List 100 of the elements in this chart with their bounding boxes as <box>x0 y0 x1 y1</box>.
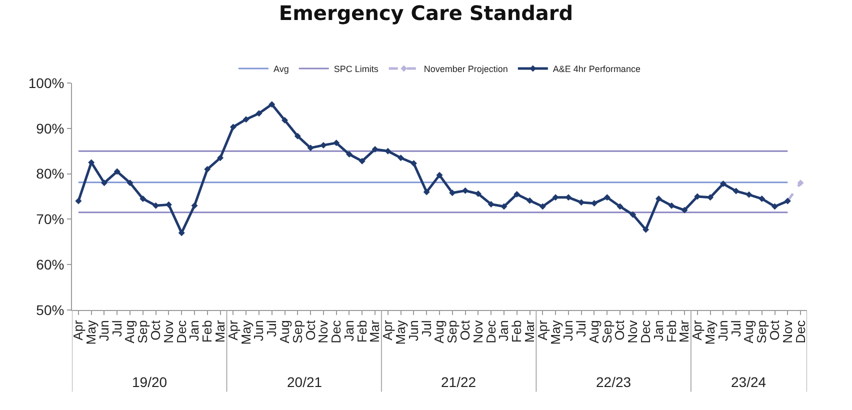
x-tick-label: May <box>702 320 718 345</box>
point <box>333 140 340 146</box>
x-tick-label: Dec <box>174 320 189 344</box>
point <box>320 142 327 148</box>
point <box>552 194 559 201</box>
point <box>565 194 572 201</box>
x-tick-label: Mar <box>212 320 228 343</box>
point <box>797 180 804 186</box>
legend-label: SPC Limits <box>334 64 379 74</box>
x-tick-label: Jul <box>109 320 124 337</box>
point <box>294 132 301 140</box>
y-tick-label: 70% <box>36 211 64 228</box>
y-tick-label: 60% <box>36 256 64 272</box>
x-tick-label: Feb <box>200 320 215 343</box>
point <box>191 202 198 209</box>
point <box>398 154 404 162</box>
text: 23/24 <box>731 374 766 390</box>
legend-label: November Projection <box>424 64 508 74</box>
legend-label: A&E 4hr Performance <box>552 64 640 74</box>
x-tick-label: Jul <box>728 320 744 337</box>
point <box>282 116 288 124</box>
text: 20/21 <box>287 374 322 390</box>
point <box>500 203 508 210</box>
y-tick-label: 90% <box>36 120 64 136</box>
point <box>539 203 546 210</box>
point <box>242 116 250 123</box>
x-tick-label: May <box>84 320 99 345</box>
point <box>630 211 636 218</box>
point <box>114 168 120 175</box>
point <box>720 180 726 188</box>
point <box>204 166 211 173</box>
point <box>75 198 82 204</box>
point <box>346 151 352 158</box>
x-tick-label: Nov <box>625 320 640 344</box>
y-tick-label: 100% <box>28 74 64 91</box>
x-tick-label: Apr <box>70 320 86 340</box>
point <box>707 194 714 201</box>
point <box>655 196 662 202</box>
point <box>746 191 752 198</box>
x-tick-label: Mar <box>676 320 692 343</box>
x-tick-label: Oct <box>302 320 318 340</box>
x-tick-label: May <box>238 320 254 345</box>
point <box>681 206 688 214</box>
point <box>88 159 95 166</box>
x-tick-label: Feb <box>354 320 370 343</box>
x-tick-label: Jul <box>264 320 280 337</box>
point <box>100 180 108 186</box>
x-tick-label: Dec <box>638 320 654 344</box>
point <box>758 196 766 202</box>
text: 19/20 <box>132 374 168 390</box>
x-tick-label: Jan <box>341 320 356 342</box>
x-tick-label: Aug <box>741 320 756 344</box>
x-tick-label: Aug <box>432 320 447 344</box>
point <box>384 148 392 154</box>
point <box>436 172 443 178</box>
x-tick-label: Feb <box>509 320 524 343</box>
point <box>268 101 276 108</box>
x-tick-label: Jan <box>650 320 666 342</box>
x-tick-label: Apr <box>225 320 240 340</box>
y-tick-label: 50% <box>36 302 64 318</box>
point <box>526 197 534 204</box>
x-tick-label: Apr <box>380 320 396 340</box>
x-tick-label: Dec <box>483 320 498 344</box>
point <box>152 202 160 209</box>
point <box>178 230 185 236</box>
x-tick-label: Jul <box>418 320 434 337</box>
x-tick-label: Feb <box>664 320 679 343</box>
x-tick-label: Nov <box>780 320 795 344</box>
point <box>410 160 417 167</box>
point <box>578 199 585 206</box>
point <box>140 196 146 202</box>
x-tick-label: Jul <box>574 320 589 337</box>
x-tick-label: Mar <box>522 320 537 343</box>
legend-label: Avg <box>274 64 289 74</box>
x-tick-label: May <box>393 320 408 345</box>
point <box>423 188 430 196</box>
point <box>462 187 469 194</box>
x-tick-label: Mar <box>367 320 382 343</box>
text: 21/22 <box>441 374 476 390</box>
x-tick-label: May <box>548 320 563 345</box>
point <box>474 190 482 198</box>
point <box>514 190 520 198</box>
x-tick-label: Oct <box>458 320 473 340</box>
text: 22/23 <box>596 374 632 390</box>
x-tick-label: Dec <box>328 320 344 344</box>
x-tick-label: Aug <box>122 320 138 344</box>
point <box>165 201 172 208</box>
point <box>256 110 262 117</box>
x-tick-label: Oct <box>766 320 782 340</box>
point <box>488 200 494 208</box>
x-tick-label: Nov <box>160 320 176 344</box>
point <box>358 158 366 164</box>
x-tick-label: Aug <box>586 320 602 344</box>
point <box>449 190 456 196</box>
x-tick-label: Apr <box>690 320 705 340</box>
x-tick-label: Dec <box>792 320 808 344</box>
point <box>230 124 236 130</box>
x-tick-label: Apr <box>534 320 550 340</box>
y-tick-label: 80% <box>36 166 64 182</box>
point <box>616 203 624 210</box>
